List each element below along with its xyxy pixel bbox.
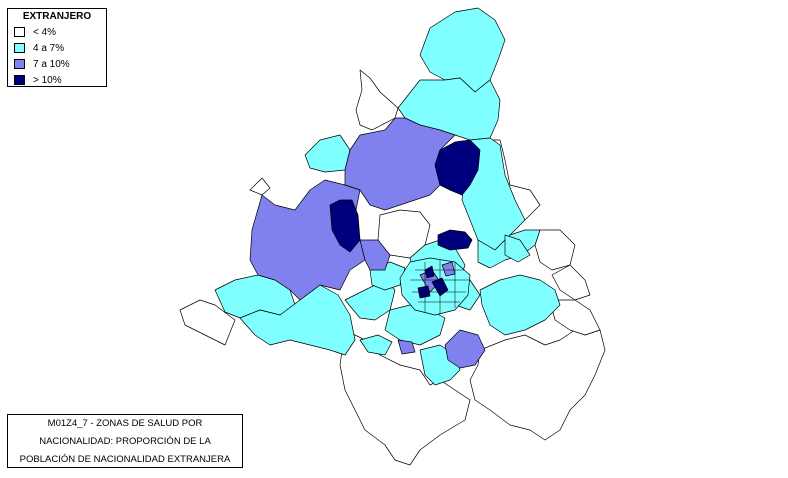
zone-white-east2 — [551, 264, 591, 301]
zone-navy-west — [329, 199, 361, 253]
legend-item-mid-low: 4 a 7% — [8, 40, 106, 56]
caption-line-1: M01Z4_7 - ZONAS DE SALUD POR — [47, 418, 203, 429]
legend-swatch-low — [14, 27, 25, 37]
map-caption: M01Z4_7 - ZONAS DE SALUD POR NACIONALIDA… — [7, 414, 243, 468]
zone-cyan-southwest — [239, 284, 356, 356]
caption-line-3: POBLACIÓN DE NACIONALIDAD EXTRANJERA — [19, 454, 231, 465]
legend-swatch-mid-high — [14, 59, 25, 69]
zone-white-south — [339, 329, 471, 466]
zone-cyan-north-left — [304, 134, 351, 173]
legend-swatch-high — [14, 75, 25, 85]
caption-line-2: NACIONALIDAD: PROPORCIÓN DE LA — [39, 436, 211, 447]
legend-swatch-mid-low — [14, 43, 25, 53]
legend-label-low: < 4% — [33, 26, 57, 38]
legend-label-mid-high: 7 a 10% — [33, 58, 70, 70]
zone-navy-north — [434, 139, 481, 196]
zone-cyan-central-west — [344, 279, 396, 321]
zone-purple-center-west — [359, 239, 391, 271]
legend-item-high: > 10% — [8, 72, 106, 88]
zone-cyan-southeast — [479, 274, 561, 336]
zone-core-navy-c — [424, 265, 435, 279]
zone-purple-south — [444, 329, 486, 369]
zone-navy-east — [437, 229, 473, 251]
zone-white-north — [355, 69, 399, 131]
legend-label-high: > 10% — [33, 74, 62, 86]
legend-label-mid-low: 4 a 7% — [33, 42, 65, 54]
zone-white-west — [249, 177, 271, 196]
legend-title: EXTRANJERO — [22, 11, 92, 22]
zone-white-southeast — [549, 299, 601, 336]
zone-white-southwest — [179, 299, 236, 346]
legend-item-low: < 4% — [8, 24, 106, 40]
zone-cyan-south-small — [359, 334, 393, 356]
zone-purple-south-small — [397, 339, 416, 355]
map-legend: EXTRANJERO < 4% 4 a 7% 7 a 10% > 10% — [7, 8, 107, 87]
zone-cyan-north-top — [419, 7, 506, 93]
legend-item-mid-high: 7 a 10% — [8, 56, 106, 72]
zone-white-south2 — [469, 329, 606, 441]
zone-cyan-east-small — [504, 234, 531, 263]
zone-white-east — [534, 229, 576, 271]
